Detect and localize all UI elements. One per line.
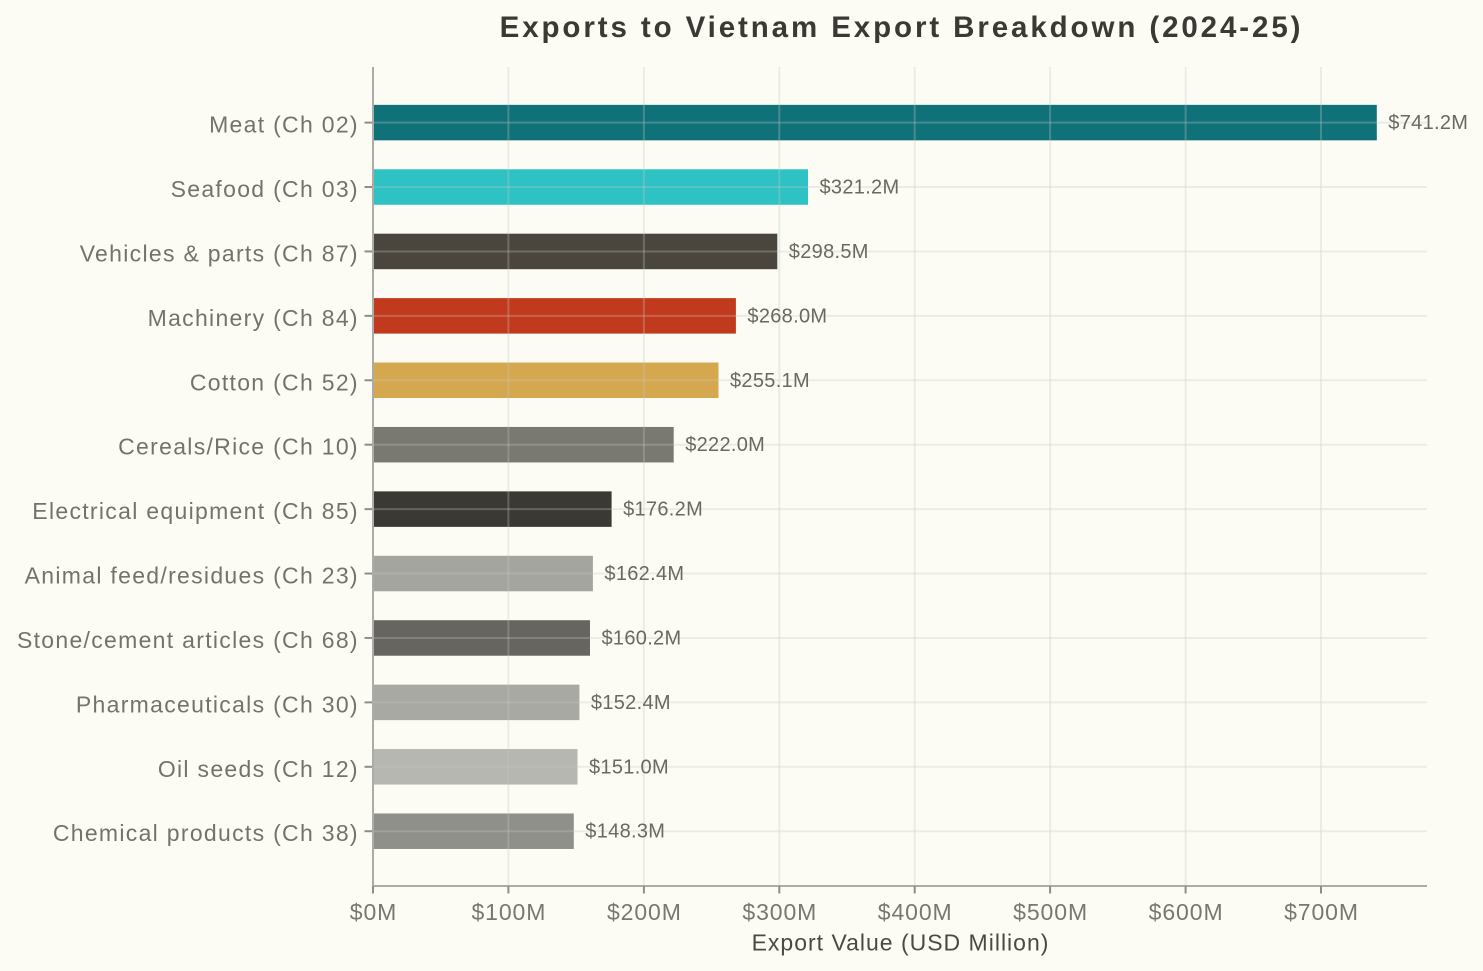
svg-text:$148.3M: $148.3M — [585, 821, 665, 843]
svg-text:$268.0M: $268.0M — [747, 305, 827, 327]
svg-text:$741.2M: $741.2M — [1388, 112, 1468, 134]
svg-text:$600M: $600M — [1149, 899, 1224, 925]
svg-text:$255.1M: $255.1M — [730, 370, 810, 392]
svg-text:$176.2M: $176.2M — [623, 499, 703, 521]
svg-text:$500M: $500M — [1013, 899, 1088, 925]
svg-text:Meat (Ch 02): Meat (Ch 02) — [209, 112, 359, 138]
svg-text:$162.4M: $162.4M — [604, 563, 684, 585]
svg-text:Vehicles & parts (Ch 87): Vehicles & parts (Ch 87) — [80, 240, 359, 266]
svg-text:$400M: $400M — [878, 899, 953, 925]
svg-text:$200M: $200M — [607, 899, 682, 925]
svg-text:Chemical products (Ch 38): Chemical products (Ch 38) — [53, 820, 359, 846]
svg-text:Exports to Vietnam Export Brea: Exports to Vietnam Export Breakdown (202… — [500, 11, 1304, 44]
svg-text:$321.2M: $321.2M — [820, 177, 900, 199]
svg-text:Animal feed/residues (Ch 23): Animal feed/residues (Ch 23) — [25, 563, 359, 589]
svg-text:$152.4M: $152.4M — [591, 692, 671, 714]
svg-text:$222.0M: $222.0M — [685, 434, 765, 456]
svg-text:Cereals/Rice (Ch 10): Cereals/Rice (Ch 10) — [118, 434, 359, 460]
svg-text:$100M: $100M — [471, 899, 546, 925]
svg-text:$298.5M: $298.5M — [789, 241, 869, 263]
svg-text:Pharmaceuticals (Ch 30): Pharmaceuticals (Ch 30) — [76, 691, 359, 717]
svg-text:Stone/cement articles (Ch 68): Stone/cement articles (Ch 68) — [17, 627, 359, 653]
svg-text:$160.2M: $160.2M — [602, 628, 682, 650]
svg-text:$300M: $300M — [742, 899, 817, 925]
svg-text:$700M: $700M — [1284, 899, 1359, 925]
svg-text:Machinery (Ch 84): Machinery (Ch 84) — [148, 305, 359, 331]
svg-text:$0M: $0M — [350, 899, 397, 925]
svg-text:Electrical equipment (Ch 85): Electrical equipment (Ch 85) — [32, 498, 359, 524]
svg-text:Export Value (USD Million): Export Value (USD Million) — [752, 930, 1050, 956]
svg-text:Cotton (Ch 52): Cotton (Ch 52) — [190, 369, 359, 395]
svg-text:Seafood (Ch 03): Seafood (Ch 03) — [171, 176, 359, 202]
svg-text:Oil seeds (Ch 12): Oil seeds (Ch 12) — [158, 756, 359, 782]
svg-text:$151.0M: $151.0M — [589, 756, 669, 778]
